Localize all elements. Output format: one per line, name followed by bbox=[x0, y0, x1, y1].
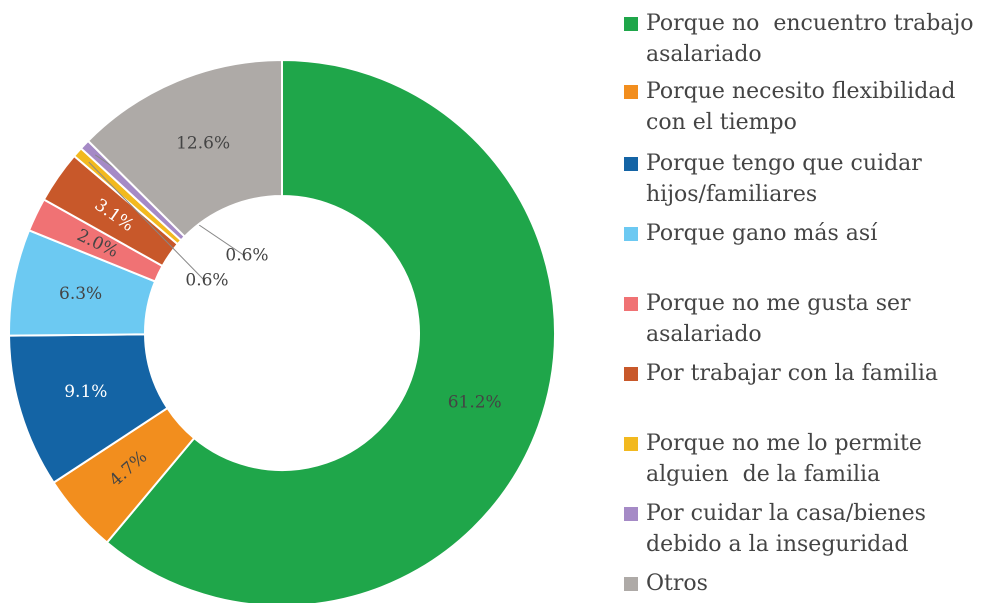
data-label: 0.6% bbox=[185, 271, 228, 291]
legend-item: Por cuidar la casa/bienes debido a la in… bbox=[624, 498, 996, 560]
slice bbox=[86, 58, 283, 238]
legend-label: Porque necesito flexibilidad con el tiem… bbox=[646, 79, 963, 135]
legend-label: Porque no encuentro trabajo asalariado bbox=[646, 11, 981, 67]
legend-label: Otros bbox=[646, 571, 708, 596]
legend-item: Porque no me lo permite alguien de la fa… bbox=[624, 428, 996, 490]
legend-item: Porque gano más así bbox=[624, 218, 996, 249]
legend-swatch bbox=[624, 157, 638, 171]
slice bbox=[105, 58, 556, 603]
data-label: 6.3% bbox=[59, 284, 102, 304]
legend-item: Porque no encuentro trabajo asalariado bbox=[624, 8, 996, 70]
legend-swatch bbox=[624, 85, 638, 99]
data-label: 12.6% bbox=[176, 133, 230, 153]
legend-swatch bbox=[624, 227, 638, 241]
data-label: 9.1% bbox=[64, 382, 107, 402]
legend-swatch bbox=[624, 507, 638, 521]
data-label: 61.2% bbox=[448, 392, 502, 412]
legend-label: Porque no me lo permite alguien de la fa… bbox=[646, 431, 929, 487]
legend-item: Otros bbox=[624, 568, 996, 599]
legend-label: Por trabajar con la familia bbox=[646, 361, 939, 386]
legend-label: Porque no me gusta ser asalariado bbox=[646, 291, 918, 347]
legend-swatch bbox=[624, 297, 638, 311]
legend-swatch bbox=[624, 437, 638, 451]
legend-label: Por cuidar la casa/bienes debido a la in… bbox=[646, 501, 933, 557]
legend-item: Porque necesito flexibilidad con el tiem… bbox=[624, 76, 996, 138]
legend-label: Porque tengo que cuidar hijos/familiares bbox=[646, 151, 929, 207]
legend-item: Por trabajar con la familia bbox=[624, 358, 996, 389]
legend-item: Porque no me gusta ser asalariado bbox=[624, 288, 996, 350]
legend-label: Porque gano más así bbox=[646, 221, 878, 246]
legend-item: Porque tengo que cuidar hijos/familiares bbox=[624, 148, 996, 210]
leader-line bbox=[88, 161, 206, 282]
legend-swatch bbox=[624, 17, 638, 31]
legend-swatch bbox=[624, 577, 638, 591]
legend-swatch bbox=[624, 367, 638, 381]
data-label: 0.6% bbox=[225, 246, 268, 266]
